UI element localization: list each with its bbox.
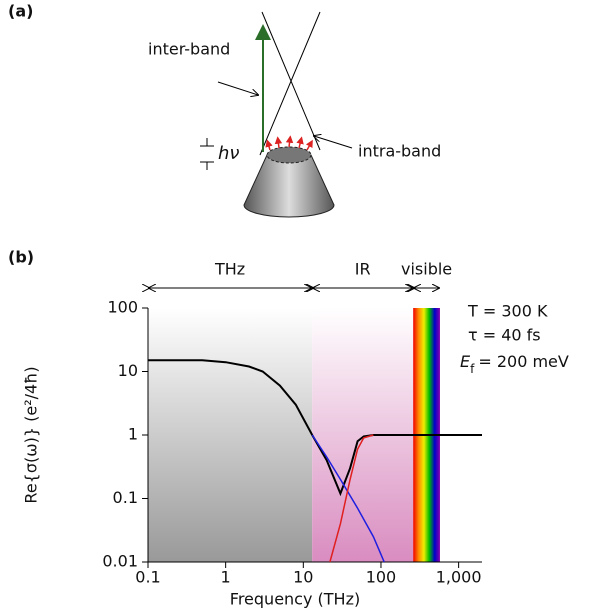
annotation-part: f [470, 362, 475, 376]
y-tick-label: 100 [107, 298, 138, 317]
y-tick-label: 0.01 [102, 552, 138, 571]
panel-label: (a) [8, 2, 33, 21]
series-line [329, 434, 374, 563]
panel-label: (b) [8, 248, 34, 267]
series-line [311, 434, 385, 563]
pointer [314, 136, 353, 149]
y-tick-label: 1 [128, 425, 138, 444]
region-label: THz [214, 260, 245, 279]
intra-band-arrows [265, 135, 313, 151]
x-tick-label: 100 [366, 568, 397, 587]
region [148, 308, 313, 562]
annotation: T = 300 K [467, 302, 548, 321]
intra-band-label: intra-band [358, 142, 441, 161]
x-tick-label: 0.1 [135, 568, 160, 587]
h-nu-label: hν [218, 143, 239, 164]
pointer [217, 81, 258, 95]
fermi-surface [266, 146, 312, 164]
annotation: Ef = 200 meV [460, 352, 569, 376]
region-label: visible [401, 260, 452, 279]
annotation-part: = 200 meV [478, 352, 569, 371]
y-axis-label: Re{σ(ω)} (e²/4ħ) [22, 366, 41, 503]
dirac-line [259, 11, 321, 156]
region-label: IR [355, 260, 371, 279]
x-tick-label: 10 [293, 568, 313, 587]
annotation-part: E [460, 352, 471, 371]
y-tick-label: 0.1 [113, 488, 138, 507]
filled-cone [243, 154, 335, 218]
h-nu-marker [200, 138, 214, 170]
y-tick-label: 10 [118, 361, 138, 380]
annotation: τ = 40 fs [468, 326, 541, 345]
x-tick-label: 1,000 [436, 568, 482, 587]
x-tick-label: 1 [221, 568, 231, 587]
inter-band-label: inter-band [148, 40, 230, 59]
x-axis-label: Frequency (THz) [230, 590, 360, 609]
